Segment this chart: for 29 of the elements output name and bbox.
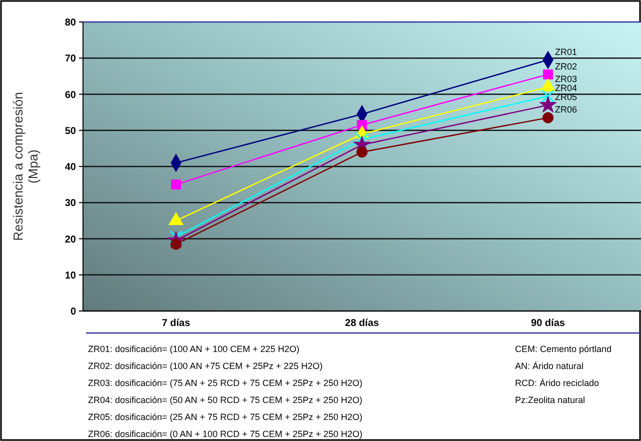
text: RCD: Árido reciclado bbox=[515, 378, 600, 388]
text: ZR04: dosificación= (50 AN + 50 RCD + 75 CEM + 25Pz + 250 H2O) bbox=[88, 395, 362, 405]
y-tick-label: 30 bbox=[64, 198, 76, 210]
text: Pz:Zeolita natural bbox=[515, 395, 586, 405]
text: ZR02: dosificación= (100 AN +75 CEM + 25Pz + 225 H2O) bbox=[88, 361, 323, 371]
y-tick-label: 60 bbox=[64, 90, 76, 101]
x-tick-label: 90 días bbox=[531, 318, 566, 329]
y-tick-label: 80 bbox=[64, 18, 76, 28]
x-tick-label: 28 días bbox=[345, 318, 380, 329]
text: ZR05: dosificación= (25 AN + 75 RCD + 75 CEM + 25Pz + 250 H2O) bbox=[88, 412, 362, 422]
text: ZR01: dosificación= (100 AN + 100 CEM + 225 H2O) bbox=[88, 344, 300, 354]
text: AN: Árido natural bbox=[515, 361, 584, 371]
x-tick-label: 7 días bbox=[162, 318, 191, 329]
text: CEM: Cemento pórtland bbox=[515, 344, 612, 354]
text: ZR03: dosificación= (75 AN + 25 RCD + 75 CEM + 25Pz + 250 H2O) bbox=[88, 378, 362, 388]
series-label: ZR06 bbox=[555, 104, 578, 115]
y-axis-title: Resistencia a compresión (Mpa) bbox=[10, 92, 40, 241]
text: ZR06: dosificación= (0 AN + 100 RCD + 75 CEM + 25Pz + 250 H2O) bbox=[88, 429, 362, 439]
y-tick-label: 10 bbox=[64, 270, 76, 282]
series-label: ZR03 bbox=[555, 74, 578, 84]
series-label: ZR05 bbox=[555, 92, 578, 102]
series-label: ZR01 bbox=[555, 46, 578, 57]
y-tick-label: 40 bbox=[64, 162, 76, 173]
series-label: ZR02 bbox=[555, 61, 578, 72]
y-tick-label: 20 bbox=[64, 234, 76, 246]
series-label: ZR04 bbox=[555, 83, 578, 94]
y-tick-label: 0 bbox=[70, 306, 76, 318]
y-tick-label: 70 bbox=[64, 54, 76, 65]
y-tick-label: 50 bbox=[64, 126, 76, 137]
